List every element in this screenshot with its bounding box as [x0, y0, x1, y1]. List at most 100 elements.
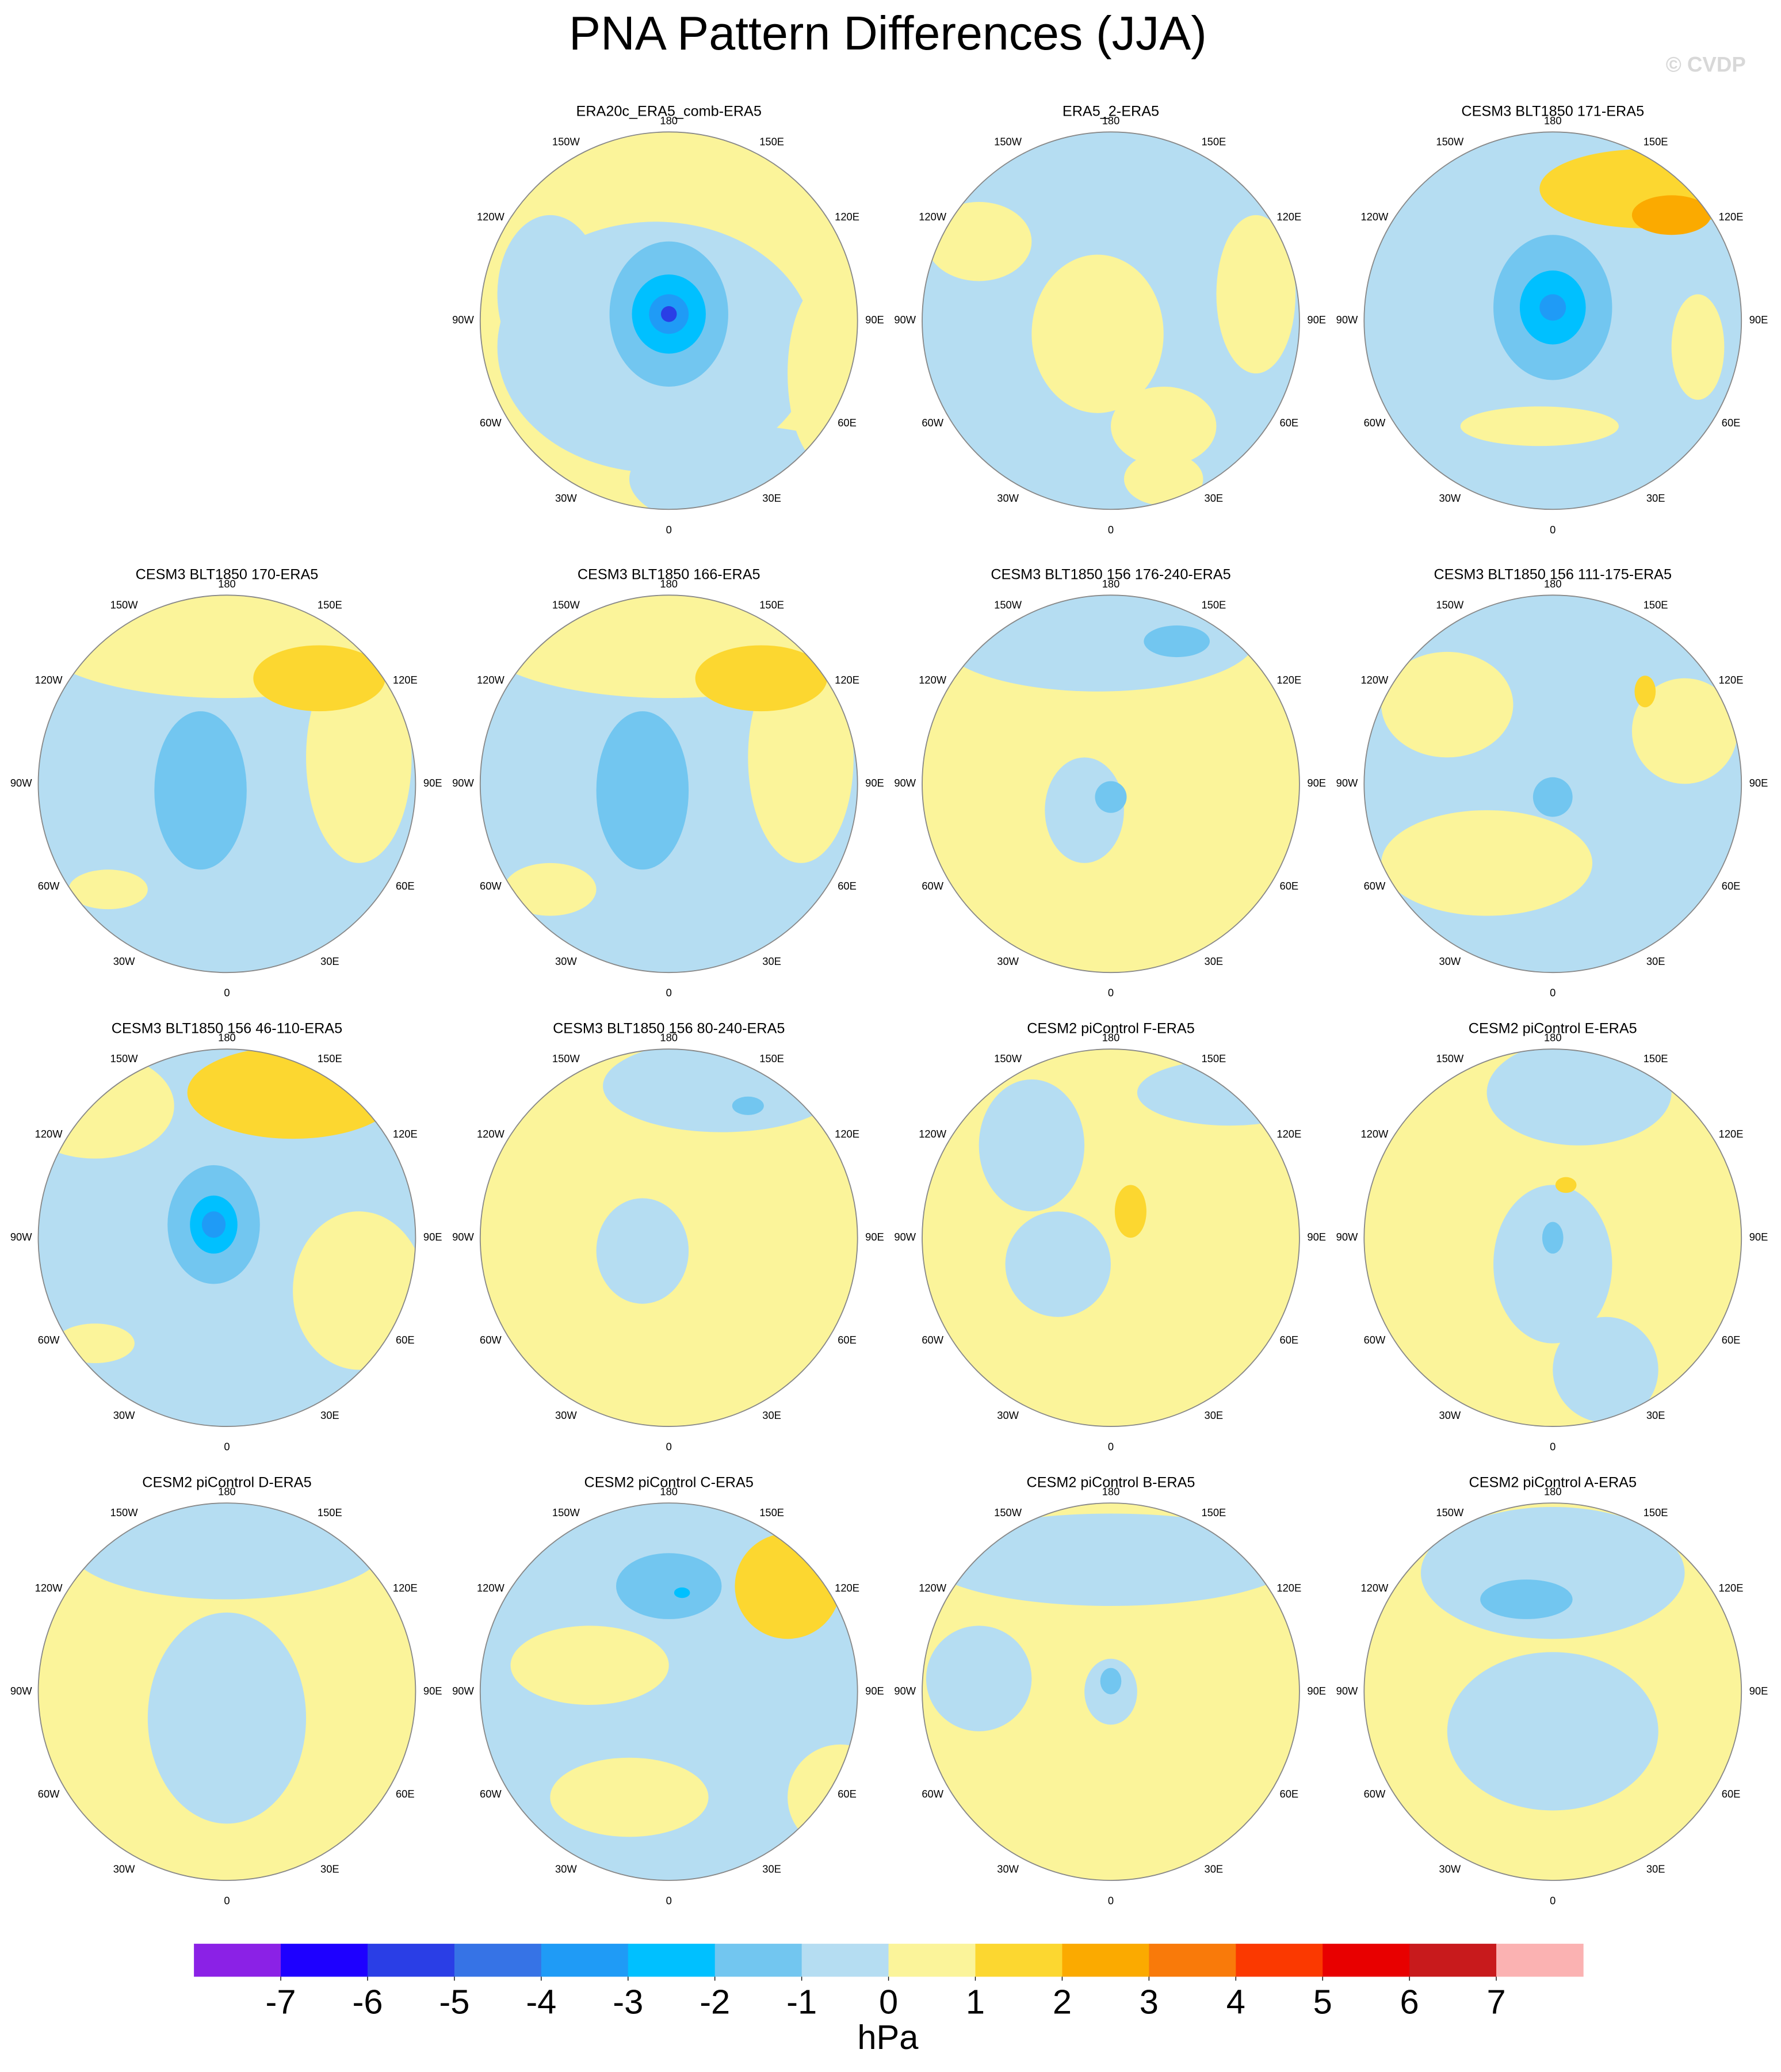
contour-region	[674, 1587, 690, 1598]
longitude-label: 60E	[396, 1788, 415, 1800]
longitude-label: 90E	[865, 1231, 884, 1243]
longitude-label: 90E	[865, 1685, 884, 1697]
colorbar-box	[281, 1944, 368, 1977]
longitude-label: 90W	[1336, 777, 1358, 789]
longitude-label: 60W	[1364, 417, 1386, 429]
colorbar-label: 4	[1226, 1982, 1245, 2021]
longitude-label: 30W	[555, 1863, 577, 1875]
longitude-label: 120E	[1719, 211, 1744, 223]
contour-region	[1486, 1049, 1672, 1146]
longitude-label: 60W	[38, 1788, 60, 1800]
longitude-label: 30E	[320, 1863, 339, 1875]
longitude-label: 0	[1108, 524, 1114, 536]
longitude-label: 150E	[759, 598, 784, 610]
colorbar-label: 5	[1313, 1982, 1332, 2021]
longitude-label: 120W	[1360, 1582, 1389, 1594]
contour-field	[922, 595, 1300, 973]
colorbar-box	[1323, 1944, 1410, 1977]
longitude-label: 150E	[1201, 1052, 1226, 1064]
contour-region	[979, 1079, 1085, 1212]
longitude-label: 90W	[894, 1231, 916, 1243]
longitude-label: 180	[1544, 578, 1562, 590]
longitude-label: 180	[1544, 115, 1562, 127]
longitude-label: 30E	[1205, 955, 1224, 967]
map-border	[1363, 1048, 1742, 1428]
longitude-label: 30W	[113, 1409, 135, 1421]
longitude-label: 120W	[1360, 674, 1389, 686]
longitude-label: 60E	[1722, 1334, 1741, 1346]
longitude-label: 90W	[1336, 1685, 1358, 1697]
longitude-label: 60W	[480, 880, 502, 892]
longitude-label: 180	[1544, 1486, 1562, 1498]
colorbar-box	[1149, 1944, 1236, 1977]
longitude-label: 60E	[1722, 1788, 1741, 1800]
contour-region	[1381, 651, 1514, 758]
longitude-label: 150W	[1436, 1506, 1464, 1518]
contour-region	[1447, 1652, 1658, 1811]
longitude-label: 120E	[835, 1582, 859, 1594]
contour-region	[1532, 777, 1573, 817]
longitude-label: 30W	[997, 1409, 1019, 1421]
longitude-label: 90E	[865, 777, 884, 789]
longitude-label: 30W	[997, 492, 1019, 504]
contour-region	[550, 1757, 709, 1837]
longitude-label: 120W	[477, 674, 505, 686]
contour-region	[788, 281, 858, 466]
panel-title: CESM2 piControl F-ERA5	[1027, 1020, 1195, 1036]
longitude-label: 150E	[759, 1052, 784, 1064]
colorbar-box	[541, 1944, 629, 1977]
contour-region	[55, 1323, 135, 1364]
longitude-label: 90E	[865, 314, 884, 326]
longitude-label: 150E	[759, 135, 784, 147]
longitude-label: 30E	[1205, 1409, 1224, 1421]
longitude-label: 0	[1550, 524, 1555, 536]
contour-region	[660, 306, 677, 322]
contour-field	[922, 1503, 1300, 1881]
longitude-label: 150E	[1644, 1052, 1668, 1064]
longitude-label: 90E	[1749, 314, 1768, 326]
colorbar-box	[714, 1944, 802, 1977]
colorbar-box	[454, 1944, 542, 1977]
panel-title: ERA5_2-ERA5	[1063, 104, 1159, 120]
longitude-label: 120W	[477, 1128, 505, 1140]
contour-field	[922, 1049, 1300, 1427]
contour-region	[1144, 625, 1210, 658]
longitude-label: 90W	[452, 777, 474, 789]
panel-title: CESM2 piControl C-ERA5	[584, 1474, 754, 1490]
map-border	[479, 594, 858, 974]
colorbar-label: -5	[439, 1982, 469, 2021]
colorbar-label: -3	[613, 1982, 643, 2021]
longitude-label: 150E	[1201, 135, 1226, 147]
longitude-label: 120W	[35, 674, 63, 686]
contour-field	[480, 1049, 858, 1427]
longitude-label: 60E	[1280, 1334, 1299, 1346]
longitude-label: 120E	[393, 1582, 418, 1594]
longitude-label: 90E	[1749, 777, 1768, 789]
colorbar-box	[1062, 1944, 1150, 1977]
longitude-label: 30W	[113, 955, 135, 967]
longitude-label: 150W	[1436, 598, 1464, 610]
longitude-label: 0	[224, 1895, 230, 1907]
contour-region	[1216, 215, 1296, 374]
longitude-label: 150W	[1436, 135, 1464, 147]
longitude-label: 0	[1550, 1895, 1555, 1907]
longitude-label: 120W	[919, 1128, 947, 1140]
longitude-label: 30E	[320, 1409, 339, 1421]
longitude-label: 180	[218, 578, 236, 590]
colorbar-box	[1409, 1944, 1497, 1977]
longitude-label: 120W	[477, 1582, 505, 1594]
longitude-label: 30E	[1205, 1863, 1224, 1875]
longitude-label: 30E	[762, 1409, 781, 1421]
contour-region	[504, 863, 597, 916]
contour-region	[695, 645, 827, 712]
longitude-label: 0	[224, 1441, 230, 1453]
longitude-label: 0	[666, 524, 672, 536]
longitude-label: 180	[660, 1032, 678, 1044]
longitude-label: 150W	[552, 1052, 580, 1064]
